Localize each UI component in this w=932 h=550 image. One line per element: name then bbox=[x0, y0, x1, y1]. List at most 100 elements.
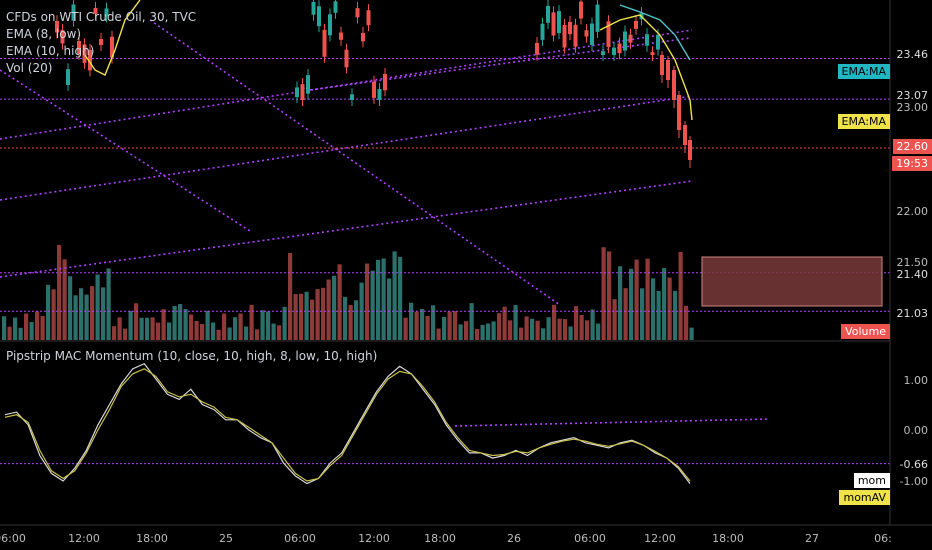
candle-body bbox=[595, 4, 600, 32]
volume-bar bbox=[568, 326, 573, 340]
volume-bar bbox=[348, 304, 353, 340]
trendline-4 bbox=[149, 19, 561, 306]
volume-bar bbox=[491, 321, 496, 340]
volume-bar bbox=[645, 258, 650, 340]
volume-bar bbox=[304, 291, 309, 340]
candle-body bbox=[551, 12, 556, 36]
volume-bar bbox=[486, 323, 491, 340]
candle-body bbox=[650, 52, 655, 55]
candle-body bbox=[645, 34, 649, 46]
volume-bar bbox=[574, 306, 579, 340]
candle-body bbox=[366, 10, 371, 26]
candle-body bbox=[339, 32, 343, 40]
volume-bar bbox=[249, 304, 254, 340]
momav-legend-tag: momAV bbox=[839, 490, 890, 505]
candle-body bbox=[104, 8, 109, 17]
candle-body bbox=[55, 21, 59, 33]
volume-bar bbox=[123, 328, 128, 340]
countdown-tag: 19:53 bbox=[892, 156, 932, 171]
volume-bar bbox=[618, 266, 623, 340]
mom-tick-1: 1.00 bbox=[903, 374, 929, 387]
level-tag-21-40: 21.40 bbox=[892, 267, 932, 282]
volume-bar bbox=[354, 300, 359, 340]
volume-bars bbox=[2, 244, 694, 340]
mom-legend-tag: mom bbox=[853, 473, 890, 488]
candle-body bbox=[361, 32, 365, 42]
volume-bar bbox=[656, 290, 661, 340]
candle-body bbox=[612, 47, 616, 55]
time-tick-label: 06:00 bbox=[574, 532, 606, 545]
volume-bar bbox=[299, 293, 304, 340]
momentum-series-momAV bbox=[4, 368, 691, 482]
candle-body bbox=[557, 11, 561, 34]
volume-bar bbox=[409, 302, 414, 340]
momentum-series-mom bbox=[4, 362, 691, 485]
volume-bar bbox=[634, 259, 639, 340]
volume-bar bbox=[57, 244, 62, 340]
trendline-1 bbox=[0, 95, 693, 201]
volume-bar bbox=[376, 259, 381, 340]
time-tick-label: 12:00 bbox=[644, 532, 676, 545]
volume-bar bbox=[475, 329, 480, 340]
volume-bar bbox=[612, 299, 617, 340]
time-tick-label: 18:00 bbox=[712, 532, 744, 545]
volume-bar bbox=[431, 305, 436, 340]
volume-bar bbox=[601, 247, 606, 340]
level-tag-23-46: 23.46 bbox=[892, 47, 932, 62]
volume-bar bbox=[271, 323, 276, 340]
candle-body bbox=[546, 5, 550, 23]
volume-bar bbox=[563, 319, 568, 340]
indicator-ema-low[interactable]: EMA (8, low) bbox=[6, 27, 82, 41]
chart-legend: CFDs on WTI Crude Oil, 30, TVC EMA (8, l… bbox=[6, 9, 196, 77]
candle-body bbox=[328, 14, 332, 36]
volume-bar bbox=[629, 268, 634, 340]
volume-bar bbox=[310, 299, 315, 340]
horizontal-levels bbox=[0, 58, 890, 312]
time-axis: 06:00 12:00 18:00 25 06:00 12:00 18:00 26 06:00 1… bbox=[0, 532, 892, 545]
volume-bar bbox=[216, 329, 221, 340]
volume-bar bbox=[178, 304, 183, 340]
time-tick-label: 27 bbox=[805, 532, 819, 545]
volume-bar bbox=[513, 304, 518, 340]
volume-bar bbox=[596, 323, 601, 340]
mom-tick-0: 0.00 bbox=[903, 424, 929, 437]
volume-bar bbox=[244, 326, 249, 340]
volume-bar bbox=[18, 327, 23, 340]
volume-bar bbox=[337, 264, 342, 340]
volume-bar bbox=[684, 305, 689, 340]
volume-bar bbox=[370, 270, 375, 340]
momentum-title[interactable]: Pipstrip MAC Momentum (10, close, 10, hi… bbox=[6, 349, 378, 363]
volume-bar bbox=[607, 251, 612, 340]
volume-bar bbox=[150, 317, 155, 340]
volume-bar bbox=[502, 306, 507, 340]
volume-bar bbox=[315, 289, 320, 340]
level-tag-21-03: 21.03 bbox=[892, 306, 932, 321]
volume-bar bbox=[425, 315, 430, 340]
volume-bar bbox=[332, 275, 337, 340]
candle-body bbox=[634, 20, 638, 29]
price-tick-23-00: 23.00 bbox=[896, 101, 929, 114]
volume-bar bbox=[13, 317, 18, 340]
volume-bar bbox=[447, 311, 452, 340]
volume-bar bbox=[68, 276, 73, 340]
volume-bar bbox=[277, 325, 282, 340]
volume-bar bbox=[51, 289, 56, 340]
volume-bar bbox=[117, 317, 122, 340]
indicator-ema-high[interactable]: EMA (10, high) bbox=[6, 44, 95, 58]
highlight-zone[interactable] bbox=[701, 256, 883, 307]
volume-bar bbox=[134, 303, 139, 340]
indicator-volume[interactable]: Vol (20) bbox=[6, 61, 53, 75]
candle-body bbox=[322, 29, 327, 57]
ema-high-line bbox=[619, 4, 691, 61]
volume-bar bbox=[288, 253, 293, 340]
volume-bar bbox=[541, 328, 546, 340]
time-tick-label: 06: bbox=[874, 532, 892, 545]
volume-bar bbox=[189, 314, 194, 340]
trendlines bbox=[0, 19, 771, 427]
volume-bar bbox=[172, 305, 177, 340]
volume-bar bbox=[414, 311, 419, 340]
last-price-tag: 22.60 bbox=[892, 139, 932, 154]
volume-bar bbox=[343, 296, 348, 340]
time-tick-label: 18:00 bbox=[424, 532, 456, 545]
